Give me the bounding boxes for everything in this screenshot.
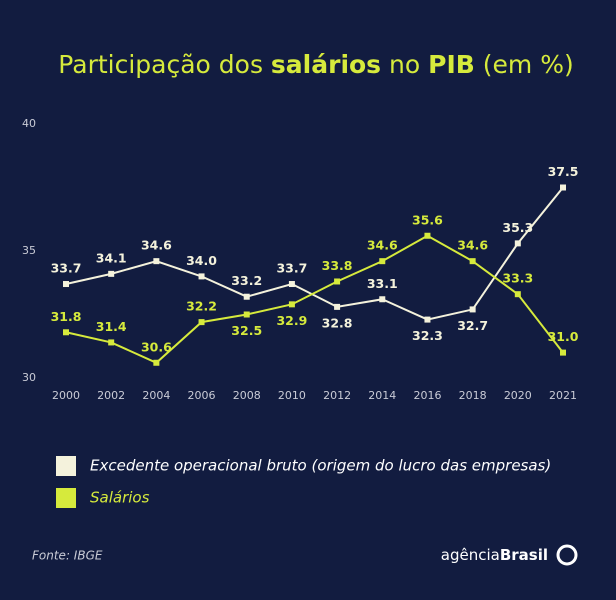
value-label: 33.7	[51, 261, 82, 276]
marker	[153, 359, 160, 366]
value-label: 33.7	[276, 261, 307, 276]
value-label: 32.2	[186, 299, 217, 314]
value-label: 33.1	[367, 276, 398, 291]
legend-label: Excedente operacional bruto (origem do l…	[90, 457, 551, 475]
marker	[469, 258, 476, 265]
source: Fonte: IBGE	[32, 549, 103, 563]
brand: agênciaBrasil	[441, 546, 548, 564]
value-label: 34.6	[457, 238, 488, 253]
x-tick-label: 2004	[142, 389, 170, 402]
marker	[334, 278, 341, 285]
marker	[288, 301, 295, 308]
legend-swatch	[56, 488, 76, 508]
value-label: 33.2	[231, 273, 262, 288]
marker	[514, 291, 521, 298]
marker	[560, 349, 566, 356]
x-tick-label: 2020	[504, 389, 532, 402]
series-line	[65, 186, 564, 321]
x-tick-label: 2012	[323, 389, 351, 402]
chart-title: Participação dos salários no PIB (em %)	[58, 50, 573, 79]
marker	[108, 270, 115, 277]
x-tick-label: 2010	[278, 389, 306, 402]
marker	[514, 240, 521, 247]
marker	[469, 306, 476, 313]
value-label: 35.6	[412, 212, 443, 227]
y-tick-label: 40	[22, 117, 36, 130]
marker	[198, 319, 205, 326]
value-label: 35.3	[502, 220, 533, 235]
x-tick-label: 2016	[413, 389, 441, 402]
value-label: 32.3	[412, 328, 443, 343]
marker	[108, 339, 115, 346]
legend-swatch	[56, 456, 76, 476]
x-tick-label: 2014	[368, 389, 396, 402]
value-label: 31.0	[548, 329, 579, 344]
marker	[63, 281, 69, 288]
title-part: salários	[271, 50, 381, 79]
value-label: 30.6	[141, 339, 172, 354]
x-tick-label: 2000	[52, 389, 80, 402]
marker	[243, 293, 250, 300]
marker	[153, 258, 160, 265]
value-label: 34.0	[186, 253, 217, 268]
value-label: 31.4	[96, 319, 127, 334]
title-part: PIB	[428, 50, 475, 79]
brand-bold: Brasil	[500, 546, 548, 564]
value-label: 32.8	[322, 315, 353, 330]
value-label: 34.1	[96, 250, 127, 265]
marker	[424, 232, 431, 239]
brand-icon	[556, 544, 578, 566]
value-label: 34.6	[367, 238, 398, 253]
value-label: 32.7	[457, 318, 488, 333]
x-tick-label: 2008	[233, 389, 261, 402]
series-line	[65, 234, 564, 364]
x-tick-label: 2006	[188, 389, 216, 402]
marker	[198, 273, 205, 280]
value-label: 32.9	[276, 313, 307, 328]
marker	[334, 303, 341, 310]
value-label: 33.8	[322, 258, 353, 273]
value-label: 34.6	[141, 238, 172, 253]
value-label: 37.5	[548, 164, 579, 179]
marker	[288, 281, 295, 288]
legend-label: Salários	[90, 489, 150, 507]
brand-light: agência	[441, 546, 500, 564]
value-label: 33.3	[502, 271, 533, 286]
title-part: (em %)	[475, 50, 574, 79]
marker	[424, 316, 431, 323]
value-label: 31.8	[51, 309, 82, 324]
marker	[560, 184, 566, 191]
value-label: 32.5	[231, 323, 262, 338]
x-tick-label: 2021	[549, 389, 577, 402]
marker	[243, 311, 250, 318]
y-tick-label: 30	[22, 371, 36, 384]
marker	[63, 329, 69, 336]
title-part: no	[381, 50, 428, 79]
x-tick-label: 2018	[459, 389, 487, 402]
marker	[379, 258, 386, 265]
y-tick-label: 35	[22, 244, 36, 257]
marker	[379, 296, 386, 303]
x-tick-label: 2002	[97, 389, 125, 402]
title-part: Participação dos	[58, 50, 271, 79]
